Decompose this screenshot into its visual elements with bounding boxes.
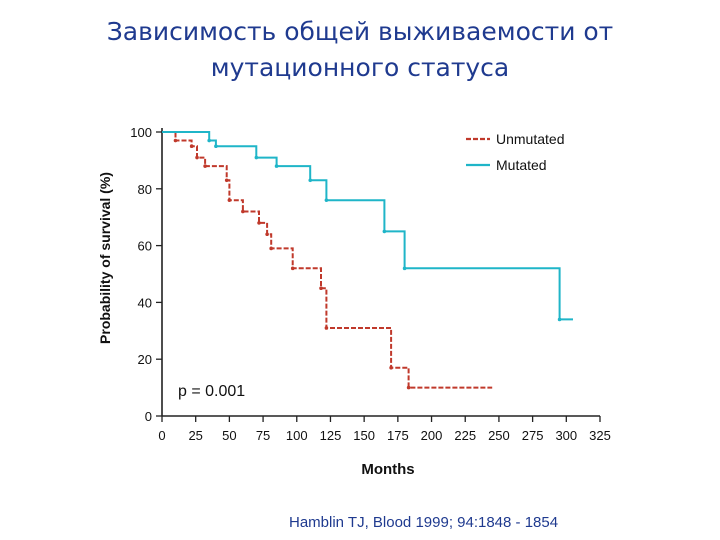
series-point-unmutated: [389, 365, 393, 370]
y-axis-title: Probability of survival (%): [97, 172, 113, 344]
series-point-unmutated: [406, 385, 411, 390]
series-line-mutated: [162, 131, 573, 321]
x-tick-label: 75: [256, 428, 270, 443]
x-tick-label: 125: [320, 428, 342, 443]
legend: Unmutated Mutated: [466, 131, 564, 173]
series-line-unmutated: [162, 131, 493, 389]
series-point-mutated: [254, 155, 259, 160]
plot-area: [161, 128, 600, 417]
slide-title: Зависимость общей выживаемости от мутаци…: [0, 14, 720, 86]
x-tick-label: 100: [286, 428, 308, 443]
y-tick-label: 0: [145, 409, 152, 424]
p-value-annotation: p = 0.001: [178, 383, 245, 400]
series-group: [162, 131, 573, 390]
series-point-unmutated: [224, 178, 229, 183]
series-point-unmutated: [173, 138, 178, 143]
y-tick-label: 100: [130, 125, 152, 140]
legend-label-mutated: Mutated: [496, 157, 547, 173]
y-tick-label: 60: [138, 239, 152, 254]
x-tick-label: 275: [522, 428, 544, 443]
series-point-unmutated: [241, 209, 245, 214]
series-point-mutated: [557, 317, 562, 322]
x-tick-label: 50: [222, 428, 236, 443]
series-point-unmutated: [269, 246, 273, 251]
series-point-unmutated: [195, 155, 199, 160]
x-tick-label: 225: [454, 428, 476, 443]
series-point-mutated: [207, 138, 211, 143]
x-axis-title: Months: [361, 461, 414, 478]
slide-title-line-1: Зависимость общей выживаемости от: [106, 17, 614, 46]
series-point-unmutated: [227, 198, 232, 202]
slide-title-line-2: мутационного статуса: [210, 53, 510, 82]
x-tick-label: 325: [589, 428, 611, 443]
series-point-unmutated: [319, 286, 323, 291]
series-point-unmutated: [324, 326, 329, 330]
x-tick-label: 175: [387, 428, 409, 443]
citation: Hamblin TJ, Blood 1999; 94:1848 - 1854: [289, 514, 559, 531]
series-point-mutated: [274, 164, 279, 168]
axis-ticks: 0 25 50 75 100 125 150 175 200 225 250 275 300 325 0 20…: [130, 125, 611, 443]
legend-label-unmutated: Unmutated: [496, 131, 564, 147]
series-point-unmutated: [265, 232, 269, 237]
series-point-unmutated: [257, 221, 261, 225]
y-tick-label: 80: [138, 182, 152, 197]
x-tick-label: 250: [488, 428, 510, 443]
series-point-mutated: [324, 198, 329, 202]
x-tick-label: 300: [555, 428, 577, 443]
series-point-mutated: [308, 178, 313, 183]
series-point-unmutated: [189, 144, 194, 148]
y-tick-label: 40: [138, 295, 152, 310]
series-point-mutated: [382, 229, 387, 234]
x-tick-label: 150: [353, 428, 375, 443]
series-point-mutated: [402, 266, 407, 271]
x-tick-label: 25: [188, 428, 202, 443]
series-point-mutated: [214, 144, 218, 148]
x-tick-label: 0: [158, 428, 165, 443]
x-tick-label: 200: [421, 428, 443, 443]
series-point-unmutated: [290, 266, 295, 271]
y-tick-label: 20: [138, 352, 152, 367]
series-point-unmutated: [203, 164, 207, 168]
